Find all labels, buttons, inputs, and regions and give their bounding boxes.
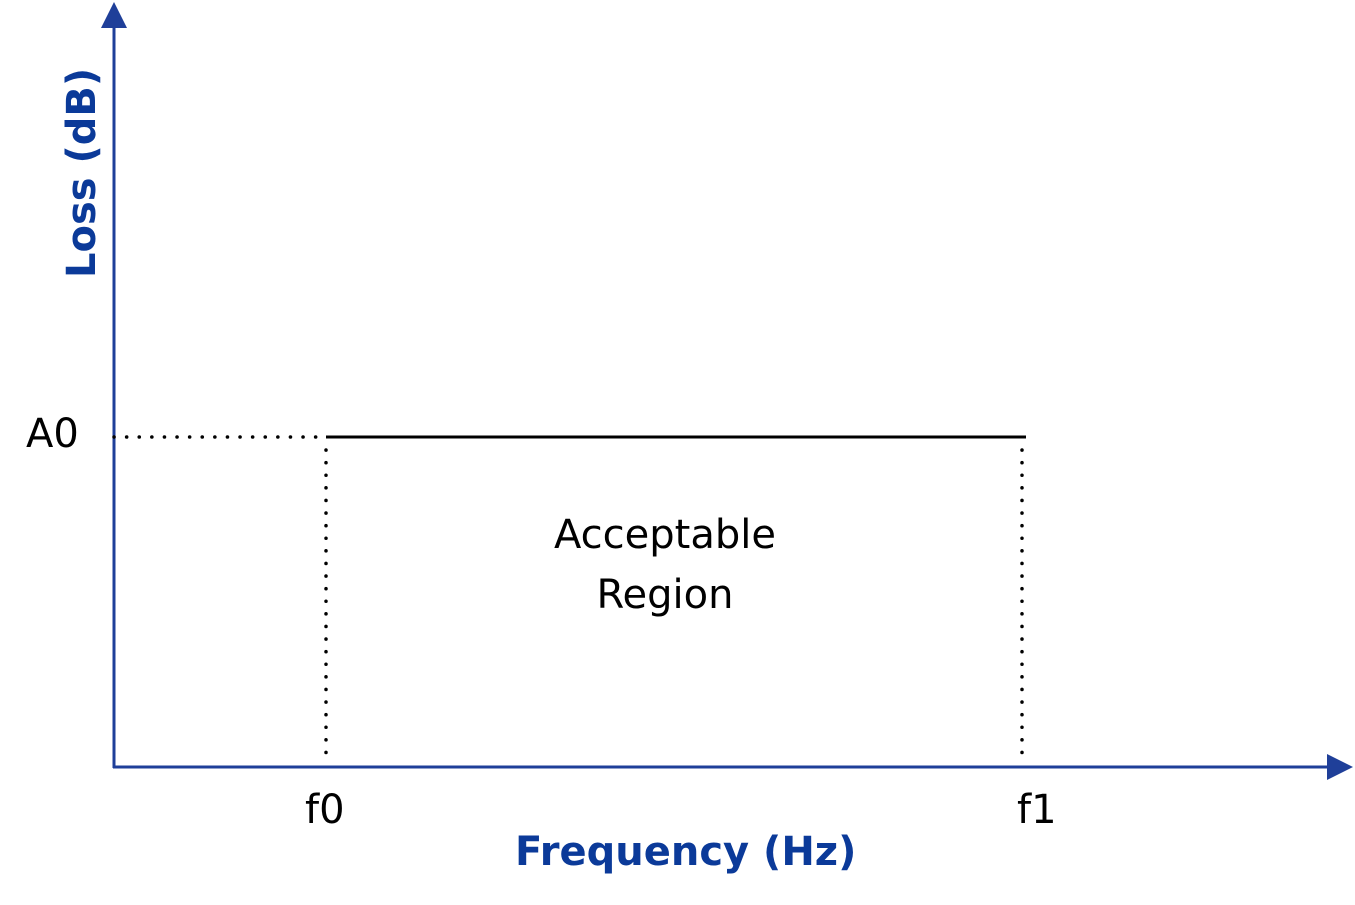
y-axis-arrow [101,2,127,28]
region-label-line2: Region [596,572,734,618]
acceptable-region-label: Acceptable Region [520,505,810,625]
x-tick-f0: f0 [305,787,345,833]
x-axis-title: Frequency (Hz) [515,829,857,875]
x-axis-arrow [1327,754,1353,780]
region-label-line1: Acceptable [554,512,776,558]
y-tick-a0: A0 [26,411,79,457]
y-axis-title: Loss (dB) [59,67,105,278]
x-tick-f1: f1 [1017,787,1057,833]
